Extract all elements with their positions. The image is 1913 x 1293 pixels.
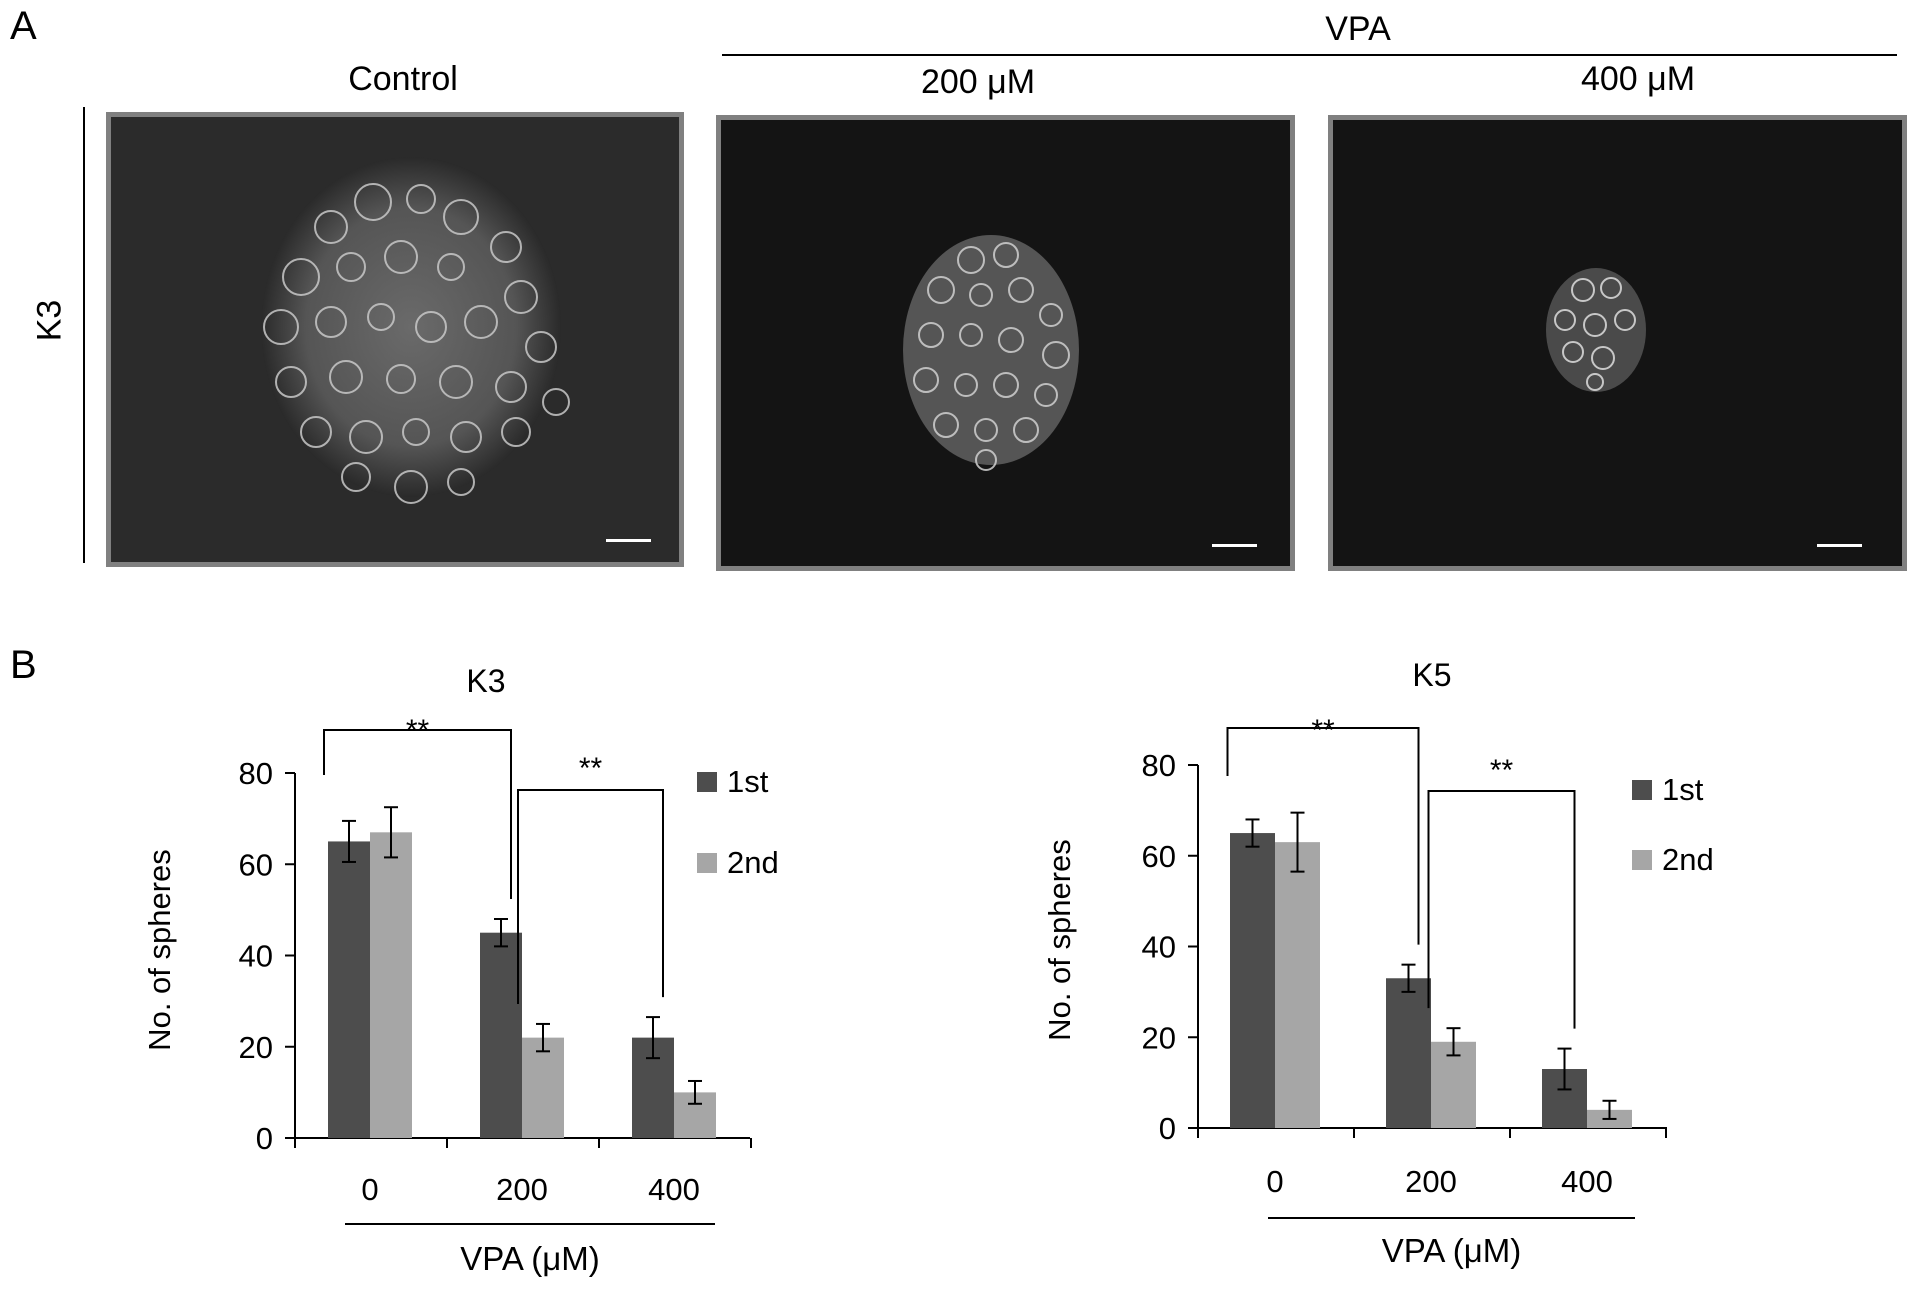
chart-k5-legend-swatch-1st (1632, 780, 1652, 800)
chart-k5-bar-2nd-0 (1275, 842, 1320, 1128)
column-label-400: 400 μM (1580, 60, 1696, 98)
chart-k3-title: K3 (466, 663, 505, 699)
chart-k3-x-label: VPA (μM) (460, 1240, 599, 1277)
chart-k3-y-tick-label: 80 (239, 756, 273, 791)
chart-k5-legend-label-2nd: 2nd (1662, 842, 1714, 877)
chart-k5-y-tick-label: 60 (1142, 839, 1176, 874)
chart-k5-x-tick-label: 200 (1405, 1164, 1457, 1199)
vpa-group-label: VPA (1325, 10, 1391, 48)
chart-k5-y-tick-label: 80 (1142, 748, 1176, 783)
chart-k5-title: K5 (1412, 657, 1451, 693)
chart-k5-y-tick-label: 40 (1142, 930, 1176, 965)
chart-k5-significance-bracket (1226, 727, 1420, 945)
chart-k5-x-tick-label: 400 (1561, 1164, 1613, 1199)
sphere-image-control (111, 117, 679, 562)
panel-b-letter: B (10, 643, 37, 687)
chart-k5-y-tick-label: 20 (1142, 1020, 1176, 1055)
micrograph-200 (716, 115, 1295, 571)
vpa-group-line (722, 54, 1897, 56)
chart-k3-bar-2nd-200 (522, 1037, 564, 1138)
chart-k5-bar-1st-200 (1386, 978, 1431, 1128)
scale-bar (1817, 544, 1862, 547)
chart-k3-x-tick-label: 400 (648, 1172, 700, 1207)
chart-k3-x-tick-label: 0 (361, 1172, 378, 1207)
chart-k3-legend-swatch-2nd (697, 853, 717, 873)
chart-k3-significance-label: ** (406, 714, 430, 747)
chart-k3-y-label: No. of spheres (142, 849, 177, 1051)
chart-k3-bar-1st-0 (328, 841, 370, 1138)
chart-k3-y-tick-label: 40 (239, 939, 273, 974)
chart-k3-bar-1st-200 (480, 932, 522, 1138)
chart-k5-x-tick-label: 0 (1266, 1164, 1283, 1199)
column-label-control: Control (348, 60, 458, 98)
chart-k3-legend-label-2nd: 2nd (727, 845, 779, 880)
row-bracket-line (83, 107, 85, 563)
chart-k5-significance-label: ** (1311, 714, 1335, 747)
sphere-image-400 (1333, 120, 1902, 566)
chart-k3-significance-label: ** (579, 752, 603, 785)
chart-k3-y-tick-label: 20 (239, 1030, 273, 1065)
chart-k3-significance-bracket (323, 729, 512, 899)
scale-bar (606, 539, 651, 542)
chart-k5-significance-label: ** (1490, 754, 1514, 787)
micrograph-400 (1328, 115, 1907, 571)
chart-k5-x-label: VPA (μM) (1382, 1232, 1521, 1269)
chart-k3-bar-2nd-0 (370, 832, 412, 1138)
chart-k3-y-tick-label: 0 (256, 1121, 273, 1156)
micrograph-control (106, 112, 684, 567)
chart-k3-significance-bracket (517, 789, 664, 1004)
chart-k3-legend-label-1st: 1st (727, 764, 769, 799)
chart-k5-y-tick-label: 0 (1159, 1111, 1176, 1146)
chart-k5-significance-bracket (1427, 790, 1576, 1029)
chart-k3-x-tick-label: 200 (496, 1172, 548, 1207)
scale-bar (1212, 544, 1257, 547)
sphere-image-200 (721, 120, 1290, 566)
chart-k5-legend-swatch-2nd (1632, 850, 1652, 870)
panel-a-letter: A (10, 4, 37, 48)
chart-k3-y-tick-label: 60 (239, 847, 273, 882)
chart-k5-y-label: No. of spheres (1042, 839, 1077, 1041)
column-label-200: 200 μM (920, 63, 1036, 101)
chart-k5-legend-label-1st: 1st (1662, 772, 1704, 807)
chart-k5-bar-1st-0 (1230, 833, 1275, 1128)
chart-k3-legend-swatch-1st (697, 772, 717, 792)
